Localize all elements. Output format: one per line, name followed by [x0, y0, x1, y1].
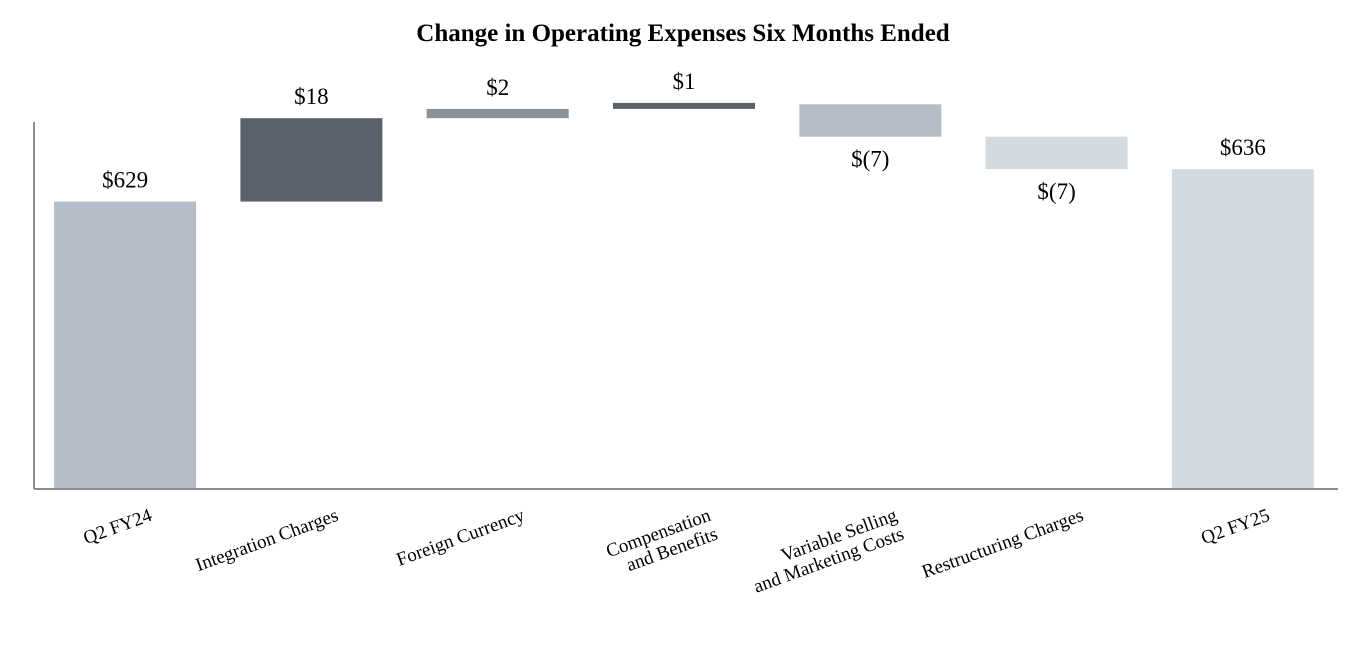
bar-2: [240, 118, 383, 202]
bar-6: [985, 136, 1128, 170]
value-label-1: $629: [102, 168, 148, 193]
category-label-1: Q2 FY24: [81, 505, 156, 549]
category-label-line: Foreign Currency: [394, 505, 528, 571]
value-label-6: $(7): [1037, 179, 1075, 204]
value-label-7: $636: [1220, 135, 1266, 160]
category-label-line: Restructuring Charges: [919, 505, 1086, 583]
category-label-line: Q2 FY25: [1198, 505, 1272, 549]
bar-5: [799, 104, 942, 137]
bar-4: [613, 102, 755, 109]
category-label-line: Q2 FY24: [81, 505, 156, 549]
value-label-4: $1: [673, 69, 696, 94]
bar-3: [426, 108, 569, 119]
category-label-line: Integration Charges: [193, 505, 341, 576]
bar-1: [54, 201, 197, 489]
category-label-3: Foreign Currency: [394, 505, 528, 571]
bar-7: [1171, 169, 1314, 489]
category-label-6: Restructuring Charges: [919, 505, 1086, 583]
value-label-3: $2: [486, 75, 509, 100]
category-label-7: Q2 FY25: [1198, 505, 1272, 549]
value-label-5: $(7): [851, 147, 889, 172]
chart-title: Change in Operating Expenses Six Months …: [416, 20, 950, 47]
category-label-4: Compensationand Benefits: [603, 505, 721, 581]
value-label-2: $18: [294, 84, 329, 109]
category-label-2: Integration Charges: [193, 505, 341, 576]
category-label-5: Variable Sellingand Marketing Costs: [744, 505, 907, 598]
